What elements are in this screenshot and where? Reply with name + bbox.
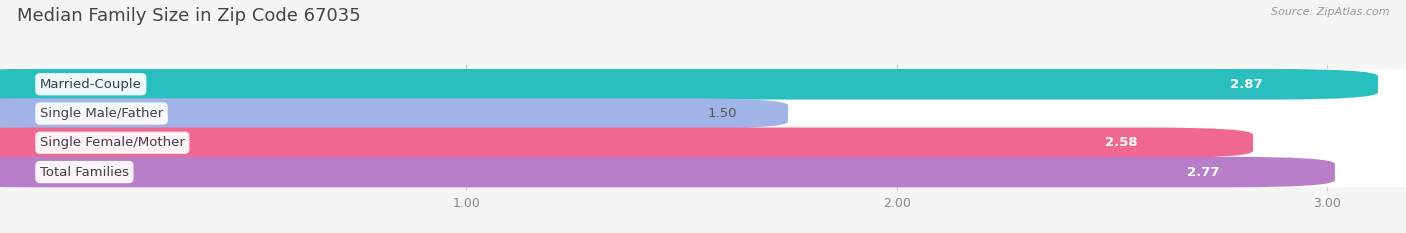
FancyBboxPatch shape [0, 69, 1406, 99]
Text: Single Female/Mother: Single Female/Mother [39, 136, 184, 149]
Text: Median Family Size in Zip Code 67035: Median Family Size in Zip Code 67035 [17, 7, 360, 25]
Text: Source: ZipAtlas.com: Source: ZipAtlas.com [1271, 7, 1389, 17]
Text: 2.58: 2.58 [1105, 136, 1137, 149]
Text: Married-Couple: Married-Couple [39, 78, 142, 91]
FancyBboxPatch shape [0, 157, 1334, 187]
Text: 2.77: 2.77 [1187, 165, 1220, 178]
Text: 1.50: 1.50 [707, 107, 737, 120]
FancyBboxPatch shape [0, 127, 1406, 158]
FancyBboxPatch shape [0, 157, 1406, 187]
Text: Total Families: Total Families [39, 165, 129, 178]
FancyBboxPatch shape [0, 98, 787, 129]
FancyBboxPatch shape [0, 69, 1378, 99]
FancyBboxPatch shape [0, 98, 1406, 129]
Text: Single Male/Father: Single Male/Father [39, 107, 163, 120]
FancyBboxPatch shape [0, 127, 1253, 158]
Text: 2.87: 2.87 [1230, 78, 1263, 91]
